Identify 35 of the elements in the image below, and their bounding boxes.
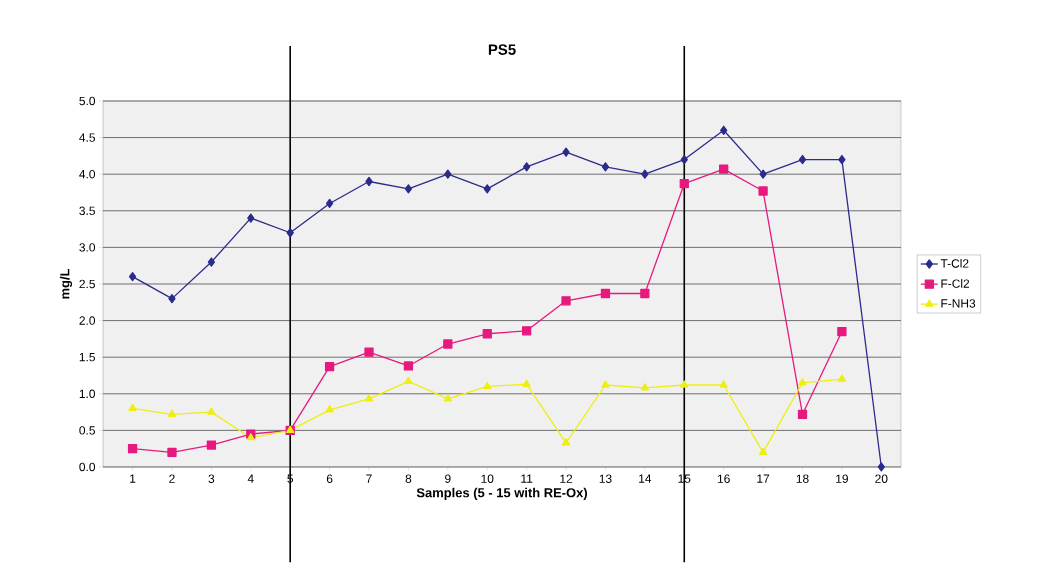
- y-tick-label: 1.5: [79, 353, 95, 362]
- x-tick-label: 12: [560, 474, 573, 483]
- y-tick-label: 5.0: [79, 96, 96, 106]
- y-tick-label: 0.5: [79, 426, 95, 435]
- y-tick-label: 2.5: [79, 279, 95, 289]
- x-tick-label: 4: [247, 474, 254, 483]
- legend-label: T-Cl2: [940, 258, 969, 268]
- x-tick-label: 17: [757, 474, 770, 483]
- x-tick-label: 7: [366, 474, 372, 483]
- x-tick-label: 16: [717, 474, 730, 483]
- x-tick-label: 9: [445, 474, 451, 483]
- x-tick-label: 8: [405, 474, 412, 483]
- x-tick-label: 14: [639, 474, 652, 483]
- x-tick-label: 18: [796, 474, 809, 483]
- y-tick-label: 2.0: [79, 316, 96, 325]
- y-tick-label: 1.0: [79, 389, 96, 399]
- x-tick-label: 6: [326, 474, 333, 483]
- legend-label: F-Cl2: [941, 279, 970, 288]
- x-tick-label: 11: [521, 474, 533, 483]
- y-tick-label: 4.0: [79, 169, 96, 179]
- y-tick-label: 4.5: [79, 133, 95, 142]
- y-tick-label: 3.5: [79, 206, 95, 216]
- y-tick-label: 3.0: [79, 243, 96, 252]
- x-tick-label: 10: [481, 474, 494, 483]
- x-tick-label: 20: [875, 474, 888, 483]
- legend-label: F-NH3: [941, 299, 976, 308]
- x-axis-title: Samples (5 - 15 with RE-Ox): [416, 487, 588, 500]
- x-tick-label: 1: [130, 474, 136, 483]
- x-tick-label: 13: [599, 474, 612, 483]
- y-tick-label: 0.0: [79, 462, 96, 472]
- x-tick-label: 3: [208, 474, 215, 483]
- y-axis-title: mg/L: [59, 268, 73, 299]
- x-tick-label: 2: [169, 474, 175, 483]
- x-tick-label: 19: [836, 474, 848, 483]
- chart-title: PS5: [488, 44, 516, 55]
